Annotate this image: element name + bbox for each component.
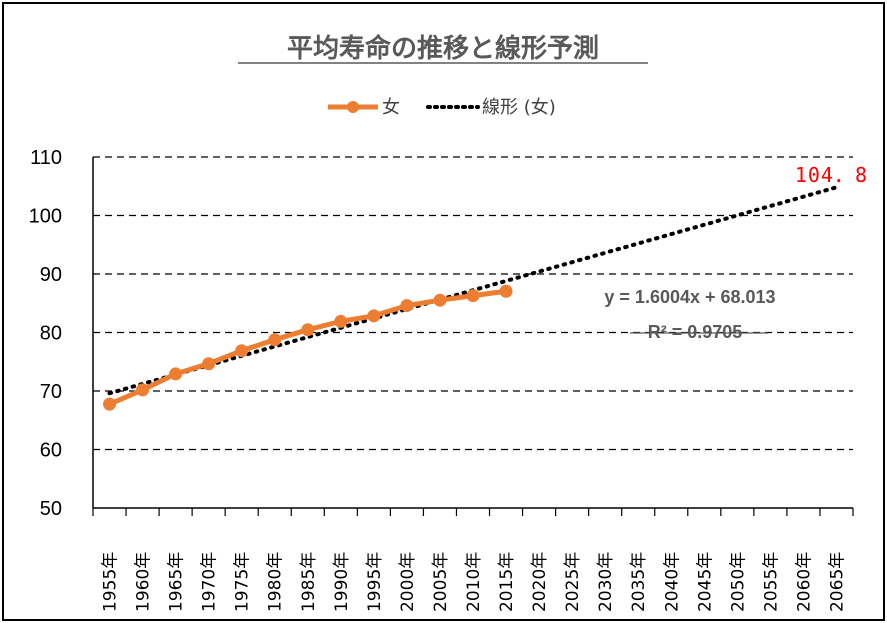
- data-point: [202, 357, 216, 371]
- data-point: [433, 293, 447, 307]
- x-tick-label: 1980年: [266, 552, 286, 612]
- legend: 女 線形 (女): [328, 97, 556, 118]
- x-tick-label: 2020年: [530, 552, 550, 612]
- x-tick-label: 1955年: [101, 552, 121, 612]
- y-tick-label: 110: [30, 147, 62, 169]
- data-point: [466, 289, 480, 303]
- legend-series-marker: [347, 101, 359, 113]
- series-line: [108, 288, 507, 407]
- data-point: [400, 299, 414, 313]
- data-point: [268, 333, 282, 347]
- trend-r2: R² = 0.9705: [648, 322, 743, 342]
- x-tick-label: 1960年: [134, 552, 154, 612]
- y-tick-label: 60: [40, 440, 62, 462]
- x-tick-label: 2030年: [596, 552, 616, 612]
- y-tick-label: 70: [40, 381, 62, 403]
- data-point: [367, 309, 381, 323]
- x-tick-label: 2005年: [431, 552, 451, 612]
- x-tick-label: 1965年: [167, 552, 187, 612]
- series-women: [103, 284, 513, 411]
- gridlines: [93, 156, 853, 451]
- x-tick-label: 2000年: [398, 552, 418, 612]
- x-tick-label: 1970年: [200, 552, 220, 612]
- y-axis: 50 60 70 80 90 100 110: [29, 147, 94, 520]
- x-tick-label: 1975年: [233, 552, 253, 612]
- data-point: [235, 344, 249, 358]
- x-axis: 1955年 1960年 1965年 1970年 1975年 1980年 1985年 1990年…: [92, 507, 854, 612]
- x-tick-label: 2045年: [695, 552, 715, 612]
- data-point: [301, 323, 315, 337]
- x-tick-label: 1995年: [365, 552, 385, 612]
- x-tick-label: 2035年: [629, 552, 649, 612]
- legend-series-label: 女: [382, 97, 400, 118]
- x-tick-label: 2040年: [662, 552, 682, 612]
- x-tick-label: 2025年: [563, 552, 583, 612]
- x-tick-label: 2015年: [497, 552, 517, 612]
- y-tick-label: 90: [40, 264, 62, 286]
- y-tick-label: 80: [40, 323, 62, 345]
- legend-trend-label: 線形 (女): [482, 97, 556, 118]
- x-tick-label: 2055年: [761, 552, 781, 612]
- x-tick-label: 2050年: [728, 552, 748, 612]
- data-point: [136, 383, 150, 397]
- trend-equation: y = 1.6004x + 68.013: [604, 287, 775, 307]
- chart-title: 平均寿命の推移と線形予測: [287, 33, 599, 64]
- data-point: [169, 367, 183, 381]
- projection-annotation: 104．8: [795, 163, 868, 187]
- y-tick-label: 50: [40, 498, 62, 520]
- data-point: [499, 284, 513, 298]
- x-tick-label: 2010年: [464, 552, 484, 612]
- data-point: [103, 397, 117, 411]
- x-tick-label: 1985年: [299, 552, 319, 612]
- x-tick-label: 2065年: [827, 552, 847, 612]
- x-tick-label: 1990年: [332, 552, 352, 612]
- data-point: [334, 314, 348, 328]
- y-tick-label: 100: [29, 206, 62, 228]
- x-tick-label: 2060年: [794, 552, 814, 612]
